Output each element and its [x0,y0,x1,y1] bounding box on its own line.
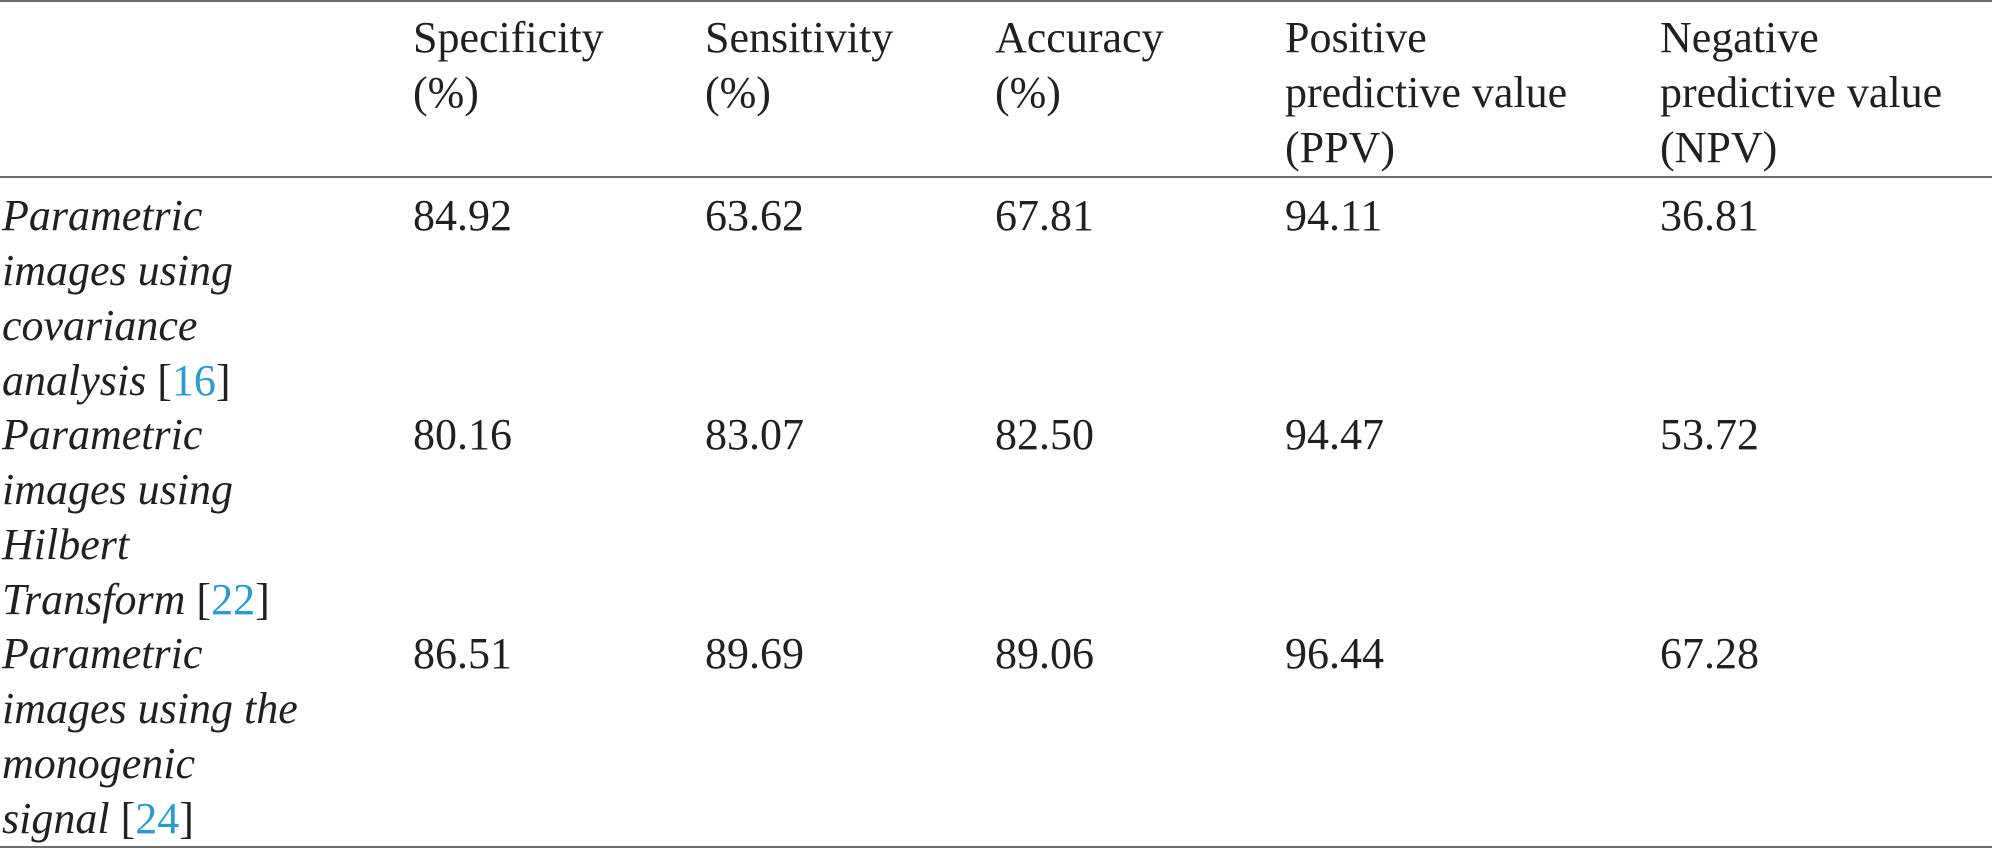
header-sensitivity: Sensitivity (%) [705,10,965,120]
table-cell: 82.50 [995,410,1094,459]
table-cell: 96.44 [1285,629,1384,678]
table-cell: 94.47 [1285,410,1384,459]
table-cell: 84.92 [413,191,512,240]
table-cell: 67.81 [995,191,1094,240]
header-line: predictive value [1660,68,1943,117]
header-line: Negative [1660,13,1819,62]
header-line: predictive value [1285,68,1568,117]
header-line: (%) [705,68,771,117]
citation-link[interactable]: 24 [135,794,180,843]
citation-link[interactable]: 16 [171,356,216,405]
table-cell: 67.28 [1660,629,1759,678]
table-cell: 89.69 [705,629,804,678]
header-specificity: Specificity (%) [413,10,673,120]
header-accuracy: Accuracy (%) [995,10,1255,120]
row-label: Parametric images using the monogenic si… [2,629,298,843]
table-cell: 83.07 [705,410,804,459]
header-line: (PPV) [1285,123,1396,172]
header-rule [0,176,1992,178]
header-line: Accuracy [995,13,1164,62]
table-cell: 36.81 [1660,191,1759,240]
header-line: (%) [995,68,1061,117]
table-cell: 80.16 [413,410,512,459]
header-line: Positive [1285,13,1427,62]
header-line: Sensitivity [705,13,894,62]
bottom-rule [0,846,1992,848]
table-cell: 94.11 [1285,191,1383,240]
top-rule [0,0,1992,2]
table-cell: 86.51 [413,629,512,678]
table-cell: 53.72 [1660,410,1759,459]
table-cell: 89.06 [995,629,1094,678]
header-line: (NPV) [1660,123,1778,172]
header-line: (%) [413,68,479,117]
citation-link[interactable]: 22 [211,575,256,624]
table-cell: 63.62 [705,191,804,240]
header-ppv: Positive predictive value (PPV) [1285,10,1625,175]
header-npv: Negative predictive value (NPV) [1660,10,1992,175]
row-label: Parametric images using covariance analy… [2,191,233,405]
header-line: Specificity [413,13,604,62]
row-label: Parametric images using Hilbert Transfor… [2,410,270,624]
